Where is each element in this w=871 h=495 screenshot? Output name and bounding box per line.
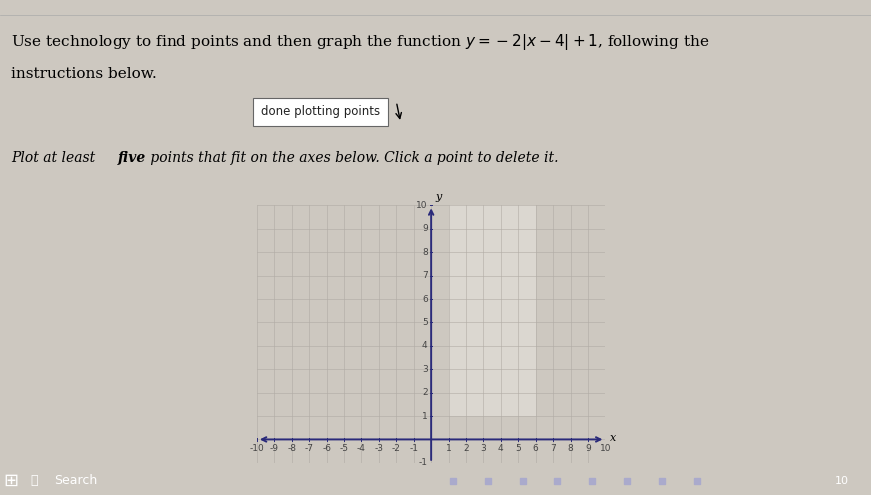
Text: -8: -8 [287,444,296,452]
Text: 9: 9 [585,444,591,452]
Text: 8: 8 [422,248,428,257]
Text: -3: -3 [375,444,383,452]
Text: 3: 3 [422,365,428,374]
Text: done plotting points: done plotting points [260,105,380,118]
Text: 5: 5 [422,318,428,327]
Text: 7: 7 [550,444,556,452]
Text: 4: 4 [422,342,428,350]
Text: -2: -2 [392,444,401,452]
Text: 6: 6 [533,444,538,452]
Text: -6: -6 [322,444,331,452]
Text: 10: 10 [599,444,611,452]
Text: 4: 4 [498,444,503,452]
Text: Search: Search [54,474,98,487]
Text: 1: 1 [446,444,451,452]
Text: -1: -1 [409,444,418,452]
Text: 10: 10 [835,476,849,486]
Text: 8: 8 [568,444,573,452]
Text: y: y [436,192,442,202]
Text: 2: 2 [463,444,469,452]
Text: 1: 1 [422,411,428,421]
Text: 5: 5 [516,444,521,452]
Bar [449,205,536,416]
Text: -7: -7 [305,444,314,452]
Text: instructions below.: instructions below. [11,67,157,81]
Text: Use technology to find points and then graph the function $y = -2|x - 4| + 1$, f: Use technology to find points and then g… [11,32,710,52]
Text: 9: 9 [422,224,428,233]
Text: -1: -1 [419,458,428,467]
Text: -5: -5 [340,444,348,452]
Text: x: x [610,433,616,443]
Text: -10: -10 [250,444,264,452]
Text: 7: 7 [422,271,428,280]
Text: five: five [118,151,145,165]
Text: -9: -9 [270,444,279,452]
Text: -4: -4 [357,444,366,452]
Text: ⊞: ⊞ [3,472,19,490]
Text: points that fit on the axes below. Click a point to delete it.: points that fit on the axes below. Click… [146,151,559,165]
Text: 6: 6 [422,295,428,303]
Text: 3: 3 [481,444,486,452]
Text: 🔍: 🔍 [30,474,38,487]
Text: 10: 10 [416,201,428,210]
Text: Plot at least: Plot at least [11,151,100,165]
Text: 2: 2 [422,388,428,397]
Bar [253,98,388,126]
